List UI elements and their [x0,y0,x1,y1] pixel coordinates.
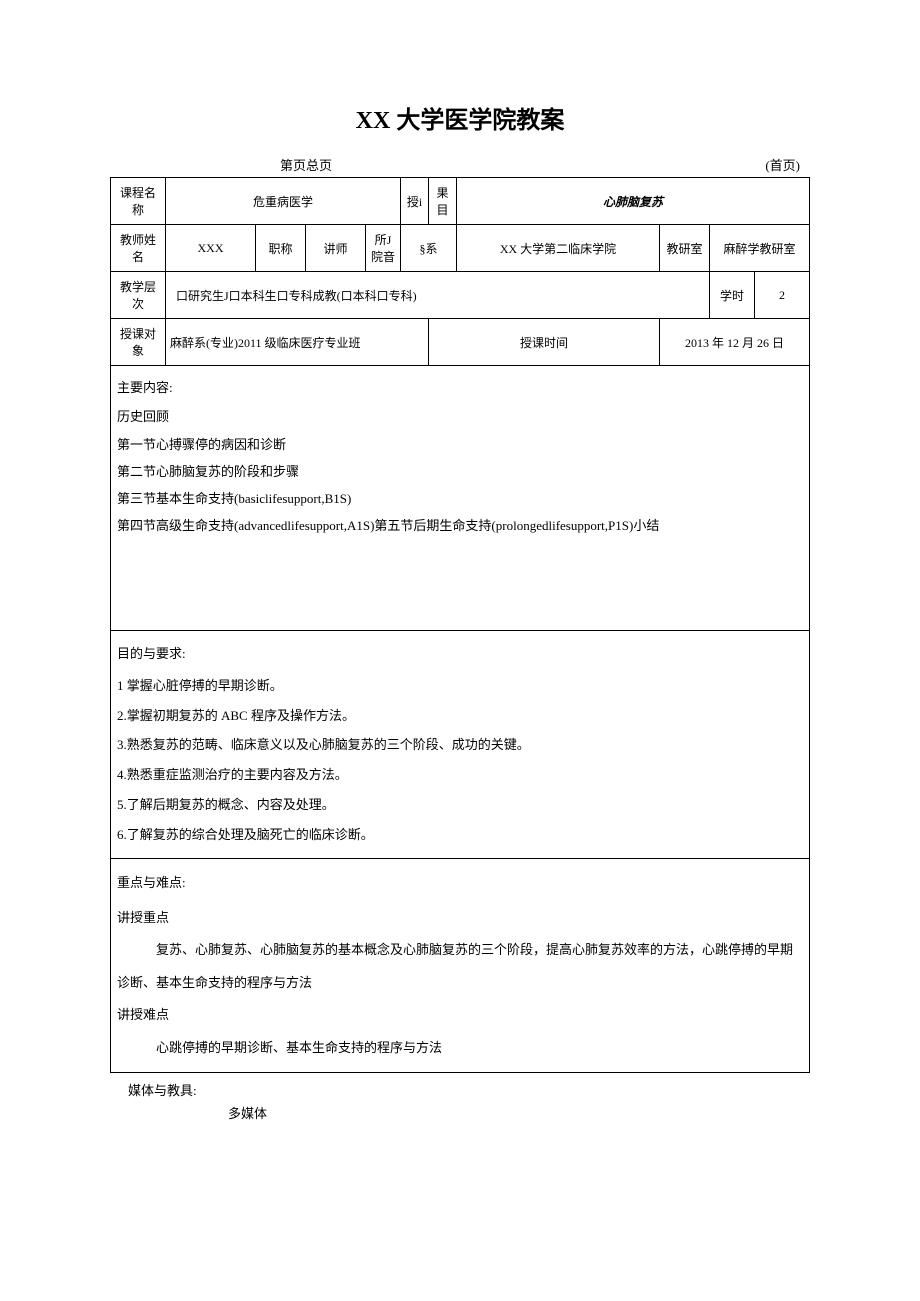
teacher-name-value: XXX [166,225,256,272]
topic-label: 果目 [429,178,457,225]
focus-label: 讲授重点 [117,902,803,935]
target-value: 麻醉系(专业)2011 级临床医疗专业班 [166,319,429,366]
objective-item-1: 2.掌握初期复苏的 ABC 程序及操作方法。 [117,701,803,731]
media-section: 媒体与教具: 多媒体 [110,1073,810,1126]
page-left-label: 第页总页 [280,155,332,174]
media-value: 多媒体 [128,1102,810,1125]
target-label: 授课对象 [111,319,166,366]
time-value: 2013 年 12 月 26 日 [660,319,810,366]
main-content-section: 主要内容: 历史回顾 第一节心搏骤停的病因和诊断 第二节心肺脑复苏的阶段和步骤 … [110,366,810,631]
title-label: 职称 [256,225,306,272]
difficulty-text: 心跳停搏的早期诊断、基本生命支持的程序与方法 [117,1032,803,1065]
teach-label: 授i [401,178,429,225]
office-value: 麻醉学教研室 [710,225,810,272]
keypoints-title: 重点与难点: [117,867,803,900]
teacher-name-label: 教师姓名 [111,225,166,272]
objectives-title: 目的与要求: [117,639,803,669]
level-value: 口研究生J口本科生口专科成教(口本科口专科) [166,272,710,319]
page-header-row: 第页总页 (首页) [110,155,810,177]
main-content-title: 主要内容: [117,374,803,401]
course-name-label: 课程名称 [111,178,166,225]
objective-item-2: 3.熟悉复苏的范畴、临床意义以及心肺脑复苏的三个阶段、成功的关键。 [117,730,803,760]
focus-text: 复苏、心肺复苏、心肺脑复苏的基本概念及心肺脑复苏的三个阶段，提高心肺复苏效率的方… [117,934,803,999]
info-table: 课程名称 危重病医学 授i 果目 心肺脑复苏 教师姓名 XXX 职称 讲师 所J… [110,177,810,366]
objective-item-5: 6.了解复苏的综合处理及脑死亡的临床诊断。 [117,820,803,850]
page-right-label: (首页) [765,155,800,174]
difficulty-label: 讲授难点 [117,999,803,1032]
dept-suffix: §系 [401,225,457,272]
content-line-3: 第三节基本生命支持(basiclifesupport,B1S) [117,485,803,512]
level-label: 教学层次 [111,272,166,319]
content-line-4: 第四节高级生命支持(advancedlifesupport,A1S)第五节后期生… [117,512,803,539]
topic-value: 心肺脑复苏 [457,178,810,225]
course-name-value: 危重病医学 [166,178,401,225]
objective-item-3: 4.熟悉重症监测治疗的主要内容及方法。 [117,760,803,790]
title-value: 讲师 [306,225,366,272]
objectives-section: 目的与要求: 1 掌握心脏停搏的早期诊断。 2.掌握初期复苏的 ABC 程序及操… [110,631,810,859]
hours-value: 2 [755,272,810,319]
dept-value: XX 大学第二临床学院 [457,225,660,272]
content-line-1: 第一节心搏骤停的病因和诊断 [117,431,803,458]
objective-item-4: 5.了解后期复苏的概念、内容及处理。 [117,790,803,820]
dept-label: 所J院音 [366,225,401,272]
document-title: XX 大学医学院教案 [110,100,810,135]
keypoints-section: 重点与难点: 讲授重点 复苏、心肺复苏、心肺脑复苏的基本概念及心肺脑复苏的三个阶… [110,859,810,1073]
media-label: 媒体与教具: [128,1079,810,1102]
objective-item-0: 1 掌握心脏停搏的早期诊断。 [117,671,803,701]
office-label: 教研室 [660,225,710,272]
content-line-0: 历史回顾 [117,403,803,430]
content-line-2: 第二节心肺脑复苏的阶段和步骤 [117,458,803,485]
hours-label: 学时 [710,272,755,319]
time-label: 授课时间 [429,319,660,366]
